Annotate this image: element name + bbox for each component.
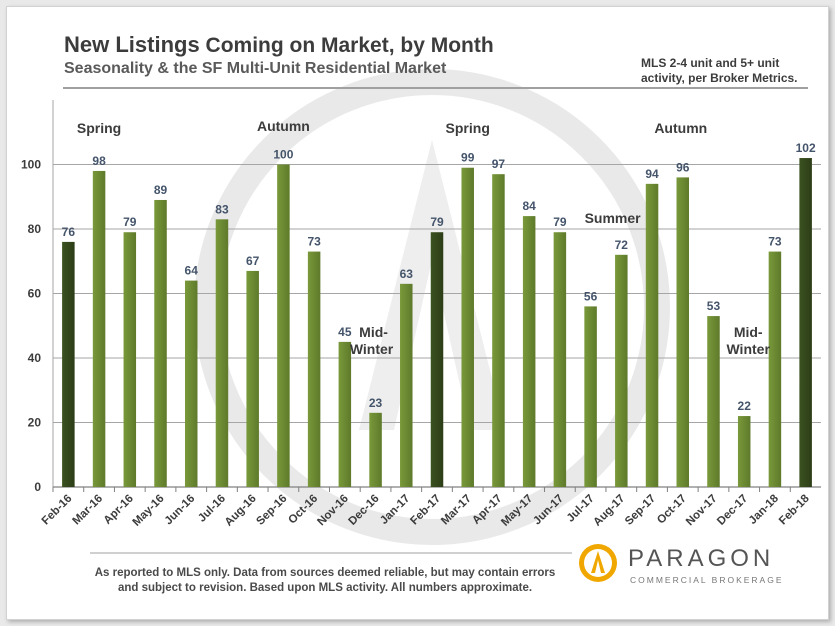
y-tick-label: 60 xyxy=(28,287,42,301)
y-tick-label: 20 xyxy=(28,416,42,430)
x-tick-label-Jun-16: Jun-16 xyxy=(163,493,198,528)
annotation-autumn: Autumn xyxy=(654,120,707,136)
data-label-Jun-16: 64 xyxy=(185,264,199,278)
annotation-spring: Spring xyxy=(77,120,121,136)
x-tick-label-May-16: May-16 xyxy=(131,493,167,529)
source-note-line1: MLS 2-4 unit and 5+ unit xyxy=(641,56,780,70)
data-label-Dec-16: 23 xyxy=(369,396,383,410)
data-label-Jan-18: 73 xyxy=(768,235,782,249)
bar-Aug-17 xyxy=(615,254,628,487)
x-tick-label-Sep-16: Sep-16 xyxy=(254,493,289,528)
chart-bars xyxy=(62,158,812,488)
footer-line2: and subject to revision. Based upon MLS … xyxy=(117,582,533,594)
footer-line1: As reported to MLS only. Data from sourc… xyxy=(94,567,556,579)
y-tick-label: 80 xyxy=(28,222,42,236)
bar-May-17 xyxy=(522,216,536,487)
bar-Jan-17 xyxy=(400,283,413,487)
data-label-Jun-17: 79 xyxy=(553,215,567,229)
brand-logo: PARAGON COMMERCIAL BROKERAGE xyxy=(578,543,788,593)
x-tick-label-Jan-18: Jan-18 xyxy=(747,492,782,527)
x-tick-label-Feb-18: Feb-18 xyxy=(777,492,812,527)
data-label-Dec-17: 22 xyxy=(738,399,752,413)
data-label-Aug-16: 67 xyxy=(246,254,260,268)
annotation-mid: Mid- xyxy=(734,324,763,340)
y-tick-label: 100 xyxy=(21,158,41,172)
data-label-Feb-17: 79 xyxy=(430,215,444,229)
footer-disclaimer: As reported to MLS only. Data from sourc… xyxy=(90,566,560,596)
y-tick-label: 40 xyxy=(28,351,42,365)
annotation-mid: Mid- xyxy=(359,324,388,340)
x-tick-label-Dec-17: Dec-17 xyxy=(715,493,750,528)
annotation-winter: Winter xyxy=(350,341,394,357)
data-label-Feb-18: 102 xyxy=(796,141,816,155)
bar-Dec-16 xyxy=(369,412,382,487)
annotation-spring: Spring xyxy=(446,120,490,136)
bar-May-16 xyxy=(154,199,167,487)
source-note-line2: activity, per Broker Metrics. xyxy=(641,71,798,85)
paragon-mark-icon xyxy=(579,544,617,582)
y-tick-label: 0 xyxy=(34,480,41,494)
bar-Nov-16 xyxy=(338,341,352,487)
bar-Sep-16 xyxy=(277,164,290,487)
bar-Apr-17 xyxy=(492,174,505,488)
data-label-Jul-16: 83 xyxy=(215,202,229,216)
bar-Mar-16 xyxy=(92,170,106,487)
data-label-Sep-16: 100 xyxy=(273,148,293,162)
data-label-Apr-17: 97 xyxy=(492,157,506,171)
data-label-Jul-17: 56 xyxy=(584,289,598,303)
annotation-winter: Winter xyxy=(726,341,770,357)
bar-Sep-17 xyxy=(645,183,659,487)
chart-title: New Listings Coming on Market, by Month xyxy=(64,32,494,58)
bar-Jul-16 xyxy=(215,219,229,487)
annotation-summer: Summer xyxy=(585,210,642,226)
bar-Jun-17 xyxy=(553,232,567,487)
data-label-May-16: 89 xyxy=(154,183,168,197)
data-label-Oct-17: 96 xyxy=(676,160,690,174)
x-tick-label-Nov-17: Nov-17 xyxy=(684,493,720,529)
bar-Dec-17 xyxy=(737,416,751,487)
bar-Jun-16 xyxy=(184,280,198,487)
x-tick-label-Mar-16: Mar-16 xyxy=(70,493,105,528)
x-tick-label-Feb-16: Feb-16 xyxy=(40,493,75,528)
title-bold: New Listings xyxy=(64,32,200,57)
title-rest: Coming on Market, by Month xyxy=(199,34,494,57)
x-tick-label-Aug-17: Aug-17 xyxy=(591,493,627,529)
data-label-Nov-16: 45 xyxy=(338,325,352,339)
x-tick-label-Oct-17: Oct-17 xyxy=(655,493,689,527)
data-label-Nov-17: 53 xyxy=(707,299,721,313)
brand-tagline: COMMERCIAL BROKERAGE xyxy=(630,575,784,585)
bar-Nov-17 xyxy=(707,316,720,487)
bar-Apr-16 xyxy=(123,232,137,487)
bar-Oct-16 xyxy=(307,251,321,487)
y-axis: 0 20 40 60 80 100 xyxy=(21,158,41,495)
bar-Feb-16 xyxy=(62,241,75,487)
x-tick-label-Aug-16: Aug-16 xyxy=(223,493,259,529)
bar-Mar-17 xyxy=(461,167,474,487)
bar-Feb-17 xyxy=(430,232,444,487)
data-label-Mar-17: 99 xyxy=(461,151,475,165)
data-label-Mar-16: 98 xyxy=(92,154,106,168)
data-label-Oct-16: 73 xyxy=(307,235,321,249)
source-note: MLS 2-4 unit and 5+ unit activity, per B… xyxy=(641,56,831,86)
data-label-Sep-17: 94 xyxy=(645,167,659,181)
data-label-Jan-17: 63 xyxy=(400,267,414,281)
bar-Oct-17 xyxy=(676,177,690,487)
data-label-Aug-17: 72 xyxy=(615,238,629,252)
x-tick-label-Sep-17: Sep-17 xyxy=(623,493,658,528)
chart-data-labels: 76 98 79 89 64 83 67 100 73 45 23 63 79 99 97 84 79 56 72 9… xyxy=(62,141,816,413)
brand-name: PARAGON xyxy=(628,545,775,572)
data-label-Feb-16: 76 xyxy=(62,225,76,239)
data-label-May-17: 84 xyxy=(522,199,536,213)
chart-annotations: Spring AutumnMid-WinterSpringSummerAutumn… xyxy=(77,118,771,357)
data-label-Apr-16: 79 xyxy=(123,215,137,229)
annotation-autumn: Autumn xyxy=(257,118,310,134)
bar-Jan-18 xyxy=(768,251,782,487)
bar-Feb-18 xyxy=(799,158,812,488)
bar-Jul-17 xyxy=(584,306,597,487)
bar-Aug-16 xyxy=(246,270,259,487)
chart-frame xyxy=(6,6,829,620)
chart-subtitle: Seasonality & the SF Multi-Unit Resident… xyxy=(64,60,447,77)
